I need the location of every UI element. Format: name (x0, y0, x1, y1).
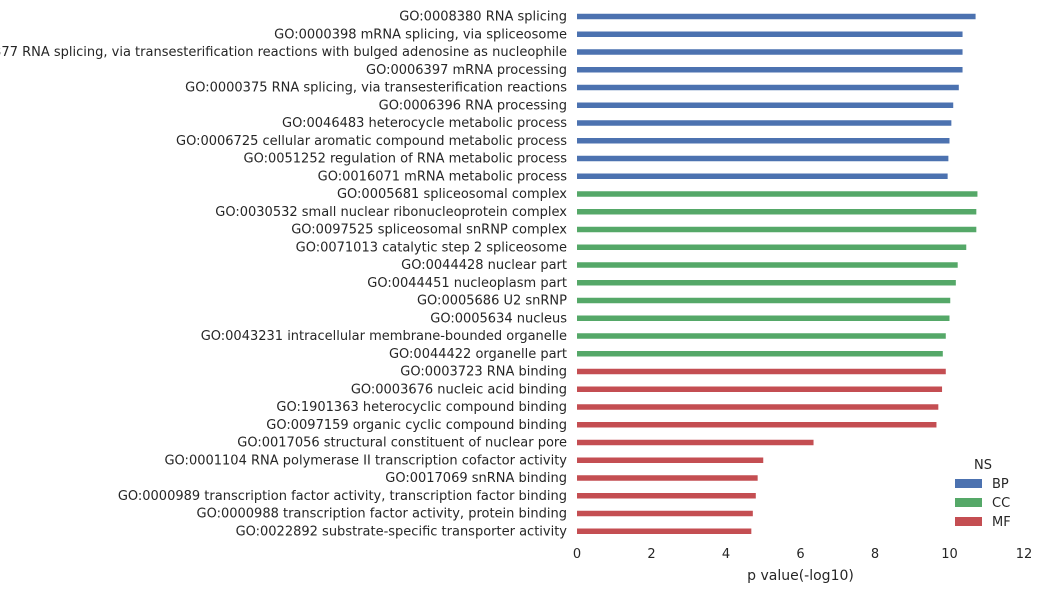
bar-bp (577, 49, 963, 55)
bar-mf (577, 404, 939, 410)
category-label: GO:0044422 organelle part (389, 347, 567, 362)
category-label: GO:0016071 mRNA metabolic process (318, 169, 568, 184)
category-label: GO:0022892 substrate-specific transporte… (236, 524, 568, 539)
bar-mf (577, 386, 943, 392)
category-label: GO:0051252 regulation of RNA metabolic p… (244, 152, 568, 167)
bar-cc (577, 244, 967, 250)
category-label: GO:0006725 cellular aromatic compound me… (176, 134, 567, 149)
category-label: GO:0097159 organic cyclic compound bindi… (266, 418, 567, 433)
bar-cc (577, 333, 946, 339)
bar-mf (577, 528, 752, 534)
bar-bp (577, 84, 959, 91)
category-label: GO:0008380 RNA splicing (399, 10, 567, 25)
bar-mf (577, 368, 946, 375)
x-tick-label: 8 (871, 547, 879, 562)
x-tick-label: 0 (573, 547, 581, 562)
bar-cc (577, 209, 977, 215)
category-label: GO:0003723 RNA binding (400, 365, 567, 380)
bar-cc (577, 262, 958, 268)
category-label: GO:0006396 RNA processing (379, 98, 567, 113)
legend-label-mf: MF (992, 515, 1011, 530)
legend-swatch-cc (955, 498, 982, 507)
bar-bp (577, 102, 954, 108)
category-label: GO:0000989 transcription factor activity… (118, 489, 567, 504)
x-axis-title: p value(-log10) (747, 568, 854, 584)
category-label: GO:0030532 small nuclear ribonucleoprote… (215, 205, 567, 220)
category-label: GO:0005634 nucleus (430, 311, 567, 326)
x-tick-label: 12 (1016, 547, 1033, 562)
bar-bp (577, 138, 950, 144)
bar-cc (577, 280, 956, 286)
x-tick-label: 6 (796, 547, 804, 562)
category-labels: GO:0008380 RNA splicing GO:0000398 mRNA s… (0, 10, 567, 540)
category-label: GO:0001104 RNA polymerase II transcripti… (164, 453, 567, 468)
legend-label-cc: CC (992, 496, 1010, 511)
bars-layer (577, 13, 978, 534)
bar-bp (577, 67, 963, 73)
bar-mf (577, 457, 764, 463)
category-label: GO:0071013 catalytic step 2 spliceosome (296, 240, 567, 255)
bar-cc (577, 226, 977, 233)
bar-bp (577, 155, 949, 162)
bar-bp (577, 31, 963, 37)
bar-mf (577, 475, 758, 481)
bar-bp (577, 120, 952, 126)
bar-mf (577, 422, 937, 428)
legend-swatch-mf (955, 517, 982, 526)
bar-bp (577, 13, 976, 20)
category-label: GO:1901363 heterocyclic compound binding (276, 400, 567, 415)
category-label: GO:0046483 heterocycle metabolic process (282, 116, 567, 131)
bar-mf (577, 493, 756, 499)
category-label: GO:0097525 spliceosomal snRNP complex (291, 223, 567, 238)
category-label: GO:0005686 U2 snRNP (417, 294, 567, 309)
category-label: GO:0017069 snRNA binding (385, 471, 567, 486)
category-label: GO:0017056 structural constituent of nuc… (237, 436, 567, 451)
bar-bp (577, 173, 948, 179)
category-label: GO:0000375 RNA splicing, via transesteri… (185, 81, 567, 96)
category-label: GO:0005681 spliceosomal complex (337, 187, 567, 202)
bar-cc (577, 297, 951, 304)
category-label: GO:0006397 mRNA processing (366, 63, 567, 78)
bar-cc (577, 315, 950, 321)
x-tick-label: 2 (647, 547, 655, 562)
category-label: GO:0000988 transcription factor activity… (197, 507, 568, 522)
legend-swatch-bp (955, 479, 982, 488)
category-label: GO:0000398 mRNA splicing, via spliceosom… (274, 27, 567, 42)
bar-mf (577, 510, 753, 517)
category-label: GO:0044428 nuclear part (401, 258, 567, 273)
bar-mf (577, 439, 814, 446)
legend-title: NS (974, 458, 992, 473)
x-tick-label: 10 (941, 547, 958, 562)
category-label: GO:0043231 intracellular membrane-bounde… (201, 329, 567, 344)
x-tick-label: 4 (722, 547, 730, 562)
category-label: GO:0044451 nucleoplasm part (367, 276, 567, 291)
x-axis-ticks: 0 2 4 6 8 10 12 (573, 547, 1032, 562)
category-label: GO:0000377 RNA splicing, via transesteri… (0, 45, 567, 60)
category-label: GO:0003676 nucleic acid binding (351, 382, 567, 397)
legend: NS BP CC MF (955, 458, 1011, 530)
legend-label-bp: BP (992, 477, 1009, 492)
bar-cc (577, 191, 978, 197)
bar-cc (577, 351, 943, 357)
